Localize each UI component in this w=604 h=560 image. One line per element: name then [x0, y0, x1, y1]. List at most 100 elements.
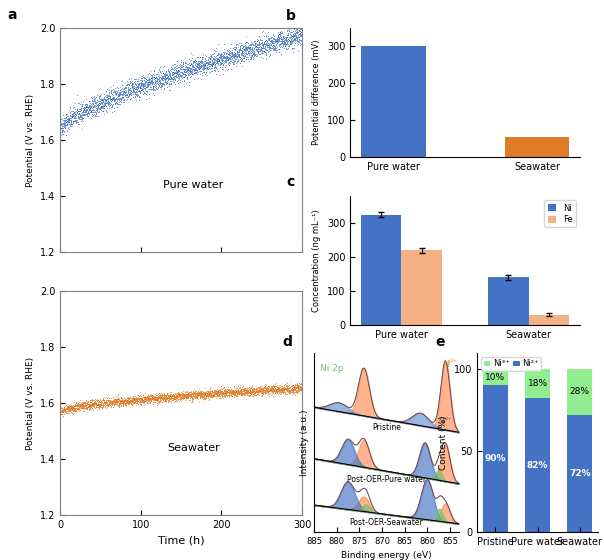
Point — [199, 390, 208, 399]
Point — [133, 390, 143, 399]
Point — [245, 50, 254, 59]
Point — [152, 82, 161, 91]
Point — [99, 103, 109, 112]
Point — [279, 385, 289, 394]
Point — [180, 70, 190, 79]
Point — [263, 381, 273, 390]
Point — [225, 388, 234, 396]
Point — [164, 79, 174, 88]
Point — [278, 382, 288, 391]
Point — [231, 40, 240, 49]
Point — [188, 389, 198, 398]
Point — [78, 402, 88, 410]
Point — [274, 44, 284, 53]
Point — [240, 52, 250, 60]
Point — [90, 404, 100, 413]
Point — [107, 399, 117, 408]
Point — [263, 387, 273, 396]
Point — [71, 113, 80, 122]
Point — [199, 394, 209, 403]
Point — [170, 390, 180, 399]
Point — [245, 45, 255, 54]
Point — [280, 380, 289, 389]
Point — [239, 388, 248, 397]
Point — [262, 383, 271, 392]
Point — [115, 399, 125, 408]
Point — [98, 101, 108, 110]
Point — [286, 30, 296, 39]
Point — [219, 387, 229, 396]
Point — [88, 400, 98, 409]
Point — [235, 388, 245, 397]
Point — [156, 393, 166, 402]
Point — [117, 84, 127, 93]
Point — [114, 98, 123, 107]
Point — [252, 43, 262, 52]
Point — [254, 49, 264, 58]
Point — [215, 60, 225, 69]
Point — [91, 398, 100, 407]
Point — [272, 385, 282, 394]
Point — [266, 386, 275, 395]
Point — [258, 386, 268, 395]
Point — [123, 394, 133, 403]
Point — [85, 396, 95, 405]
Point — [78, 110, 88, 119]
Point — [241, 31, 251, 40]
Point — [197, 71, 207, 80]
Point — [268, 43, 278, 52]
Point — [100, 397, 110, 406]
Point — [226, 388, 236, 397]
Point — [183, 393, 193, 402]
Point — [187, 69, 197, 78]
Point — [269, 384, 278, 393]
Point — [277, 42, 286, 51]
Point — [76, 400, 85, 409]
Point — [285, 377, 295, 386]
Point — [66, 408, 76, 417]
Point — [138, 393, 148, 402]
Point — [146, 77, 156, 86]
Point — [241, 42, 251, 51]
Point — [79, 96, 88, 105]
Point — [82, 109, 92, 118]
Point — [168, 393, 178, 402]
Point — [251, 45, 260, 54]
Point — [102, 94, 112, 103]
Point — [191, 392, 201, 401]
Point — [57, 409, 66, 418]
Point — [249, 384, 259, 393]
Point — [103, 395, 113, 404]
Point — [249, 389, 259, 398]
Point — [237, 386, 246, 395]
Point — [190, 60, 200, 69]
Point — [251, 43, 260, 52]
Point — [292, 379, 302, 388]
Point — [195, 389, 205, 398]
Point — [212, 56, 222, 65]
Point — [155, 393, 164, 402]
Point — [207, 64, 217, 73]
Point — [88, 97, 97, 106]
Point — [100, 401, 109, 410]
Point — [266, 36, 276, 45]
Point — [217, 56, 226, 65]
Point — [174, 389, 184, 398]
Point — [259, 389, 268, 398]
Point — [137, 395, 147, 404]
Point — [72, 402, 82, 411]
Point — [132, 394, 142, 403]
Point — [92, 105, 101, 114]
Point — [176, 71, 185, 80]
Point — [88, 396, 97, 405]
Point — [242, 385, 252, 394]
Point — [140, 81, 149, 90]
Point — [278, 384, 288, 393]
Point — [127, 81, 137, 90]
Point — [106, 398, 116, 407]
Point — [172, 393, 182, 402]
Point — [166, 72, 176, 81]
Legend: Ni³⁺, Ni²⁺: Ni³⁺, Ni²⁺ — [481, 357, 541, 371]
Point — [66, 403, 76, 412]
Point — [106, 85, 115, 94]
